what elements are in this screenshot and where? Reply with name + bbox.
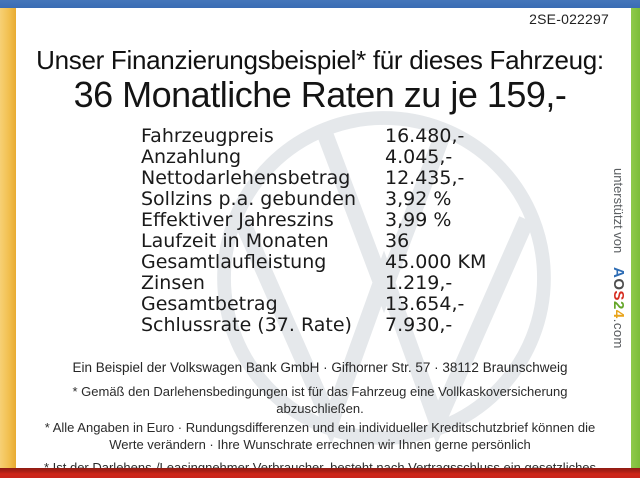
aos24-letter: 2: [610, 300, 627, 310]
finance-value: 12.435,-: [385, 167, 465, 189]
finance-label: Nettodarlehensbetrag: [141, 167, 351, 189]
fine-print-line: * Alle Angaben in Euro · Rundungsdiffere…: [44, 420, 596, 452]
finance-label: Anzahlung: [141, 146, 242, 168]
table-row: Sollzins p.a. gebunden 3,92 %: [141, 189, 486, 210]
vw-logo-watermark-icon: [217, 111, 551, 445]
finance-value: 1.219,-: [385, 272, 453, 294]
page-border-top: [0, 0, 640, 8]
title-financing-example: Unser Finanzierungsbeispiel* für dieses …: [36, 45, 604, 75]
fine-print-line: * Gemäß den Darlehensbedingungen ist für…: [72, 384, 568, 416]
table-row: Zinsen 1.219,-: [141, 273, 486, 294]
finance-label: Gesamtlaufleistung: [141, 251, 327, 273]
finance-label: Schlussrate (37. Rate): [141, 314, 352, 336]
finance-label: Zinsen: [141, 272, 205, 294]
finance-value: 4.045,-: [385, 146, 453, 168]
finance-label: Sollzins p.a. gebunden: [141, 188, 356, 210]
finance-label: Laufzeit in Monaten: [141, 230, 329, 252]
finance-label: Fahrzeugpreis: [141, 125, 274, 147]
page-border-bottom: [0, 468, 640, 478]
table-row: Effektiver Jahreszins 3,99 %: [141, 210, 486, 231]
aos24-letter: 4: [610, 309, 627, 319]
finance-label: Effektiver Jahreszins: [141, 209, 334, 231]
finance-value: 36: [385, 230, 410, 252]
finance-value: 3,99 %: [385, 209, 452, 231]
table-row: Anzahlung 4.045,-: [141, 147, 486, 168]
table-row: Schlussrate (37. Rate) 7.930,-: [141, 315, 486, 336]
fine-print: * Gemäß den Darlehensbedingungen ist für…: [30, 384, 610, 478]
finance-value: 7.930,-: [385, 314, 453, 336]
finance-value: 3,92 %: [385, 188, 452, 210]
page-border-right: [631, 6, 640, 470]
title-monthly-rate: 36 Monatliche Raten zu je 159,-: [73, 74, 567, 115]
table-row: Fahrzeugpreis 16.480,-: [141, 126, 486, 147]
finance-value: 45.000 KM: [385, 251, 487, 273]
aos24-logo: AOS24.com: [610, 267, 627, 349]
table-row: Laufzeit in Monaten 36: [141, 231, 486, 252]
table-row: Gesamtbetrag 13.654,-: [141, 294, 486, 315]
aos24-letter: S: [610, 290, 627, 301]
table-row: Nettodarlehensbetrag 12.435,-: [141, 168, 486, 189]
finance-table: Fahrzeugpreis 16.480,- Anzahlung 4.045,-…: [141, 126, 486, 336]
table-row: Gesamtlaufleistung 45.000 KM: [141, 252, 486, 273]
page-border-left: [0, 8, 16, 470]
aos24-letter: A: [610, 266, 627, 279]
bank-address-line: Ein Beispiel der Volkswagen Bank GmbH · …: [72, 360, 568, 375]
finance-value: 13.654,-: [385, 293, 465, 315]
finance-value: 16.480,-: [385, 125, 465, 147]
reference-number: 2SE-022297: [529, 11, 609, 27]
finance-label: Gesamtbetrag: [141, 293, 278, 315]
supporter-credit: unterstützt von AOS24.com: [610, 168, 627, 368]
supporter-prefix: unterstützt von: [611, 168, 626, 254]
aos24-suffix: .com: [611, 318, 626, 349]
aos24-letter: O: [610, 278, 627, 291]
